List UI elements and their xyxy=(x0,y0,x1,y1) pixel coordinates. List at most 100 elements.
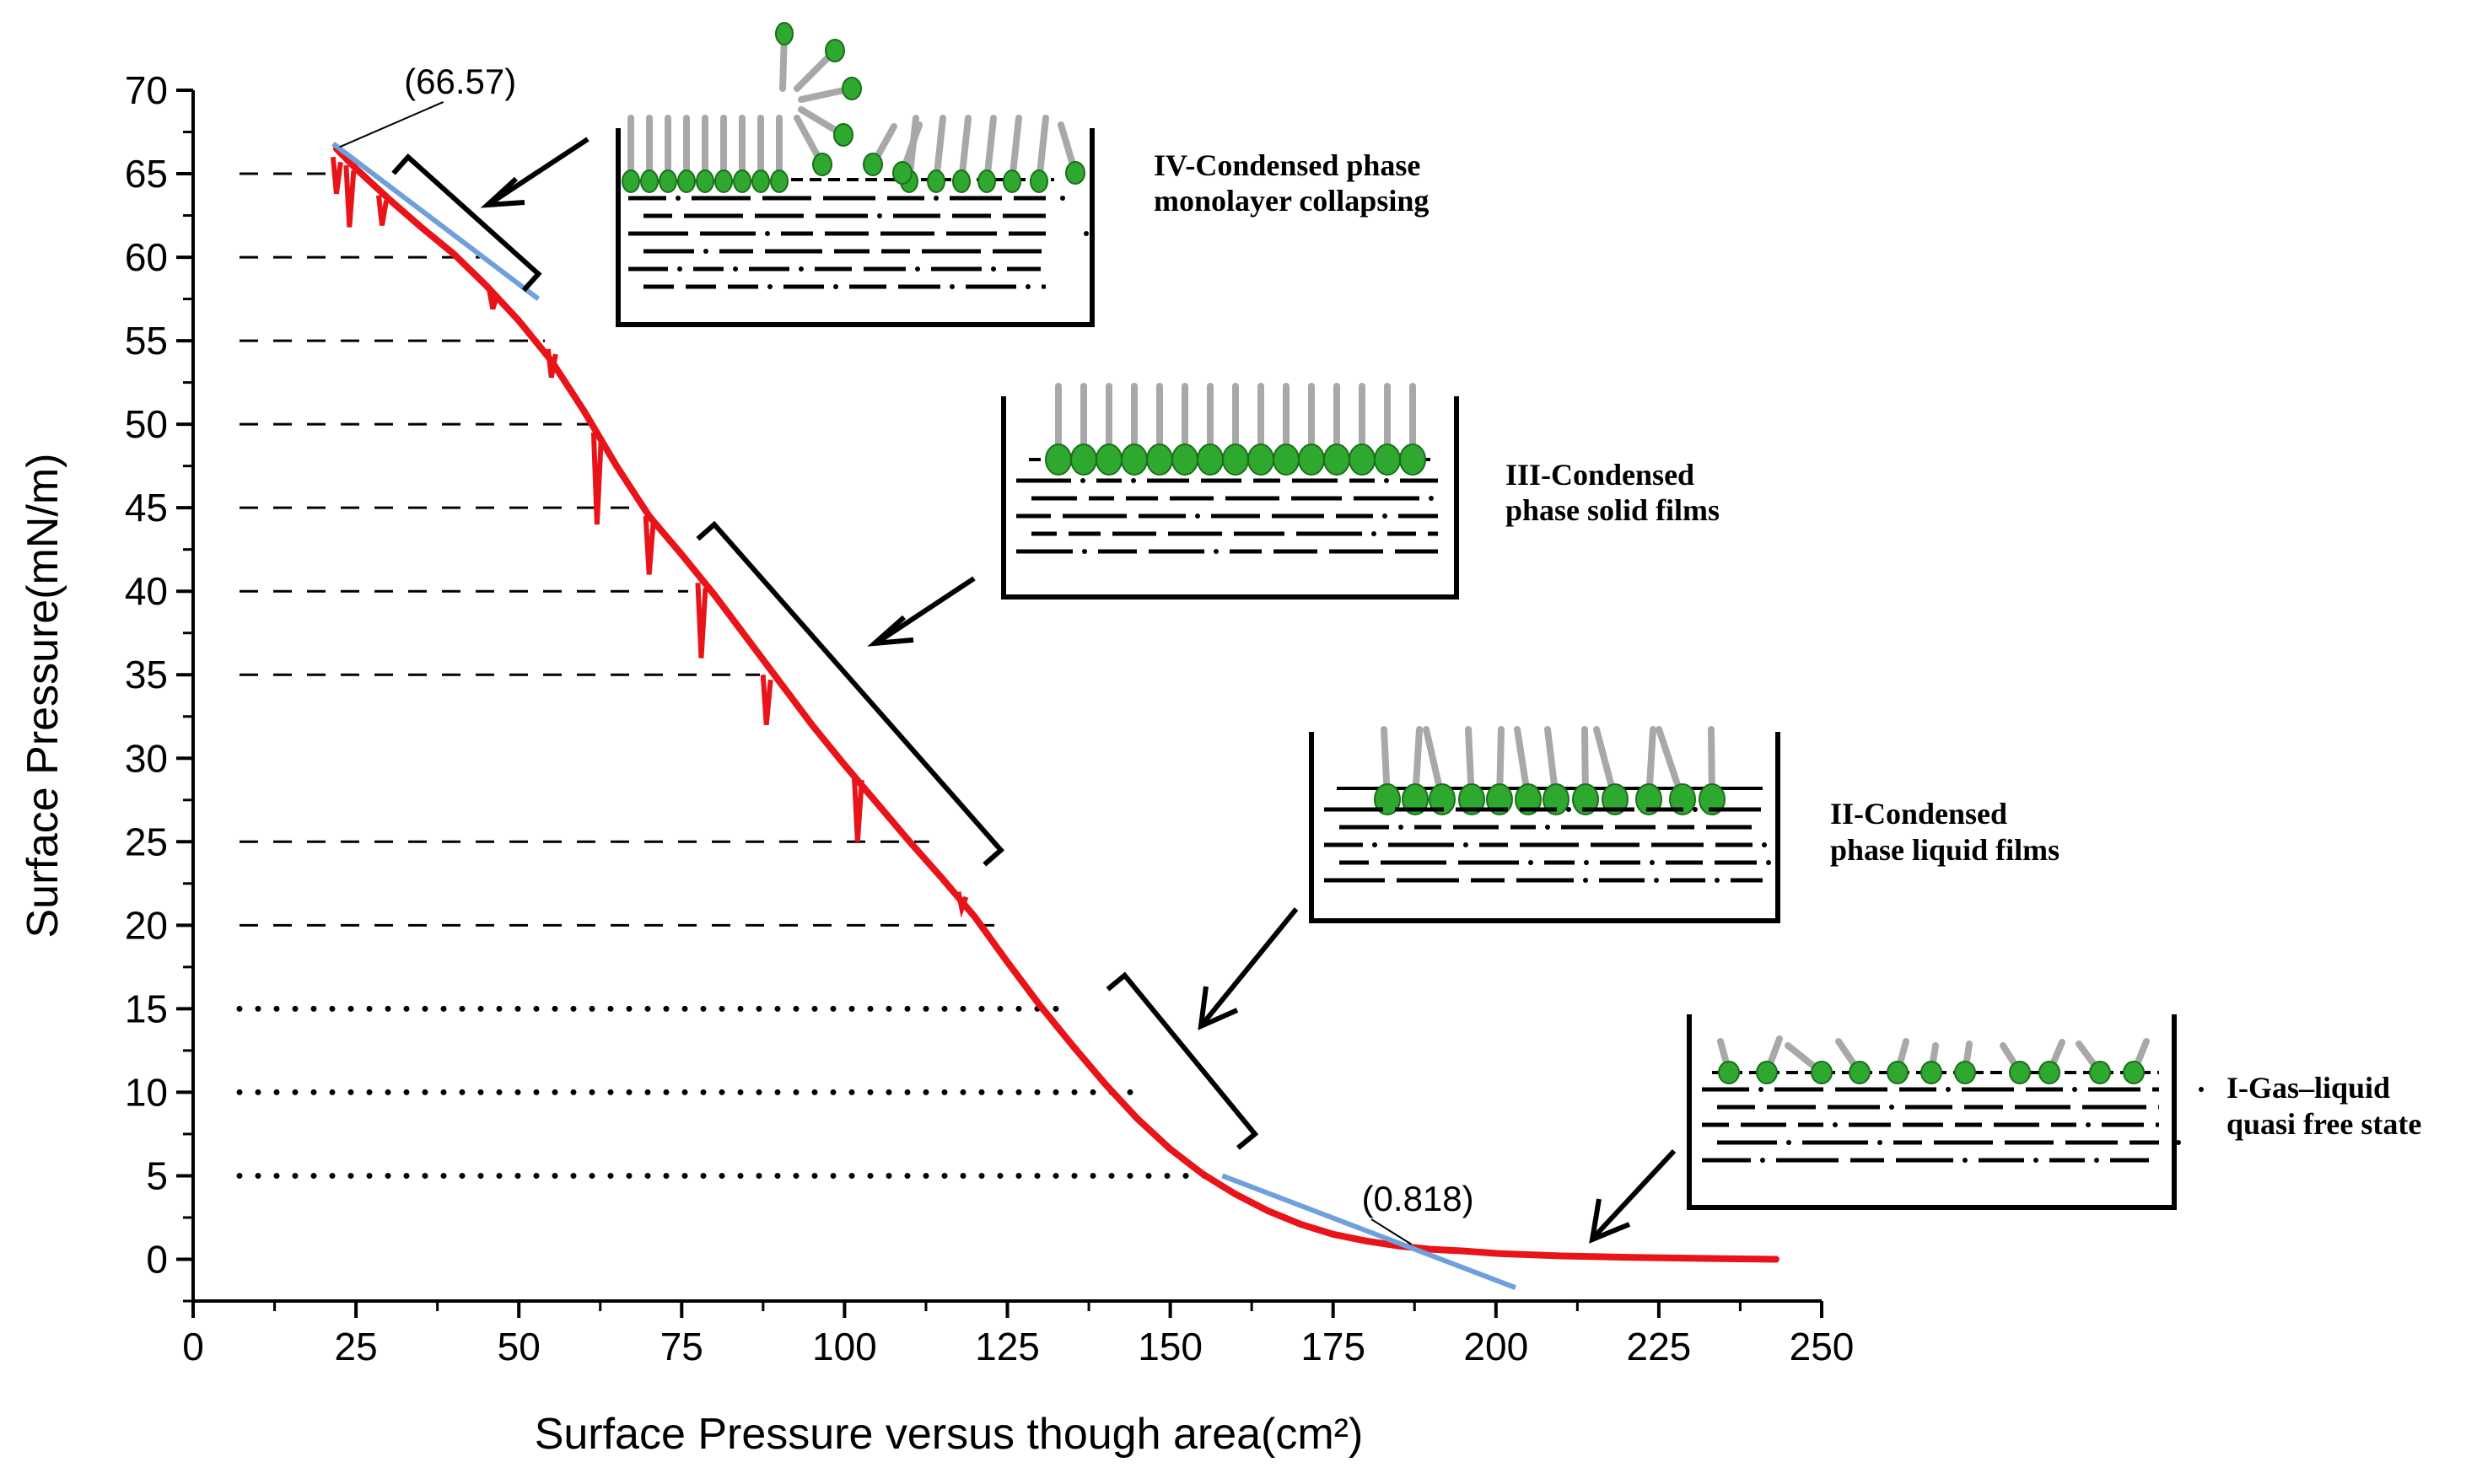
phase-iv-label-line1: IV-Condensed phase xyxy=(1154,148,1420,182)
molecule-head xyxy=(2123,1061,2145,1084)
phase-iii-label-line2: phase solid films xyxy=(1505,493,1720,527)
water-dot xyxy=(2094,1158,2099,1163)
water-dot xyxy=(1715,878,1720,883)
isotherm-dip xyxy=(695,583,708,659)
x-tick-label: 150 xyxy=(1138,1325,1203,1368)
water-dot xyxy=(1766,860,1771,865)
molecule-head xyxy=(1486,783,1513,815)
water-dot xyxy=(950,284,955,289)
molecule-head xyxy=(1374,783,1401,815)
molecule-head xyxy=(1429,783,1456,815)
molecule-head xyxy=(812,153,832,176)
water-dot xyxy=(2033,1158,2038,1163)
molecule-head xyxy=(1298,444,1325,476)
x-tick-label: 0 xyxy=(182,1325,204,1368)
molecule-head xyxy=(622,169,640,193)
water-dot xyxy=(877,213,882,218)
water-dot xyxy=(1650,860,1655,865)
molecule-head xyxy=(1572,783,1599,815)
x-tick-label: 125 xyxy=(975,1325,1040,1368)
y-tick-label: 20 xyxy=(125,903,168,947)
x-tick-label: 250 xyxy=(1790,1325,1855,1368)
phase-iii-arrowhead xyxy=(867,615,914,647)
phase-bracket xyxy=(696,520,1005,867)
molecule-head xyxy=(770,169,789,193)
water-dot xyxy=(1583,878,1588,883)
y-tick-label: 65 xyxy=(125,152,168,196)
water-dot xyxy=(1195,513,1200,519)
water-dot xyxy=(1080,478,1085,483)
y-tick-label: 70 xyxy=(125,68,168,112)
y-tick-label: 15 xyxy=(125,987,168,1030)
phase-ii-label-line2: phase liquid films xyxy=(1830,833,2059,867)
molecule-head xyxy=(640,169,659,193)
molecule-head xyxy=(1756,1061,1778,1084)
molecule-head xyxy=(1849,1061,1871,1084)
phase-iii-molecules xyxy=(1029,383,1434,476)
molecule-head xyxy=(1811,1061,1833,1084)
molecule-head xyxy=(1171,444,1198,476)
y-tick-label: 5 xyxy=(146,1153,168,1197)
molecule-head xyxy=(1543,783,1570,815)
water-dot xyxy=(1877,1140,1882,1145)
phase-i-water-lines xyxy=(1702,1087,2204,1163)
isotherm-dip xyxy=(760,675,773,725)
molecule-head xyxy=(1070,444,1097,476)
molecule-head xyxy=(733,169,751,193)
molecule-head xyxy=(2038,1061,2060,1084)
molecule-head xyxy=(1121,444,1148,476)
water-dot xyxy=(1371,531,1376,536)
molecule-head xyxy=(2009,1061,2031,1084)
isotherm-dip xyxy=(376,195,389,226)
molecule-head xyxy=(1602,783,1629,815)
water-dot xyxy=(1528,860,1533,865)
phase-iii-water-lines xyxy=(1016,478,1438,554)
phase-i-arrowhead xyxy=(1589,1198,1631,1244)
molecule-head xyxy=(677,169,696,193)
isotherm-dip xyxy=(330,156,343,195)
water-dot xyxy=(991,266,996,272)
isotherm-dip xyxy=(643,515,656,575)
y-tick-label: 0 xyxy=(146,1237,168,1281)
phase-ii-water-lines xyxy=(1324,807,1771,883)
y-tick-label: 30 xyxy=(125,736,168,780)
water-dot xyxy=(1545,825,1550,830)
annotations: (66.57) (0.818) xyxy=(339,62,1474,1245)
water-dot xyxy=(1762,842,1767,847)
molecule-head xyxy=(775,22,794,46)
water-dot xyxy=(1889,1105,1894,1110)
molecule-head xyxy=(714,169,733,193)
phase-iii-trough xyxy=(1001,396,1459,600)
molecule-head xyxy=(833,123,853,147)
molecule-head xyxy=(1669,783,1696,815)
x-axis-title: Surface Pressure versus though area(cm²) xyxy=(535,1410,1364,1459)
water-dot xyxy=(915,266,920,272)
tick-labels: 0 25 50 75 100 125 150 175 200 225 250 0 5 10 15 20 25 30… xyxy=(125,68,1855,1368)
annotation-pointer xyxy=(339,101,444,148)
water-dot xyxy=(1398,825,1403,830)
x-tick-label: 175 xyxy=(1300,1325,1365,1368)
phase-ii-arrowhead xyxy=(1198,986,1239,1030)
y-tick-label: 45 xyxy=(125,486,168,530)
water-dot xyxy=(1946,1087,1951,1092)
phase-ii-trough xyxy=(1309,732,1780,923)
molecule-head xyxy=(659,169,677,193)
molecule-head xyxy=(1065,161,1085,185)
y-tick-label: 40 xyxy=(125,569,168,613)
phase-i-schematic xyxy=(1687,1014,2204,1210)
molecule-head xyxy=(1399,444,1426,476)
phase-ii-schematic xyxy=(1309,726,1780,923)
water-dot xyxy=(1833,1122,1838,1127)
molecule-head xyxy=(1635,783,1662,815)
water-dot xyxy=(2086,1122,2091,1127)
molecule-head xyxy=(1030,169,1048,193)
water-dot xyxy=(1382,513,1387,519)
molecule-head xyxy=(1197,444,1224,476)
phase-iv-arrow xyxy=(490,137,590,205)
y-tick-label: 35 xyxy=(125,653,168,696)
x-tick-label: 225 xyxy=(1627,1325,1692,1368)
molecule-head xyxy=(2089,1061,2111,1084)
phase-ii-arrow xyxy=(1202,907,1299,1024)
molecule-head xyxy=(1323,444,1350,476)
water-dot xyxy=(1963,1158,1968,1163)
